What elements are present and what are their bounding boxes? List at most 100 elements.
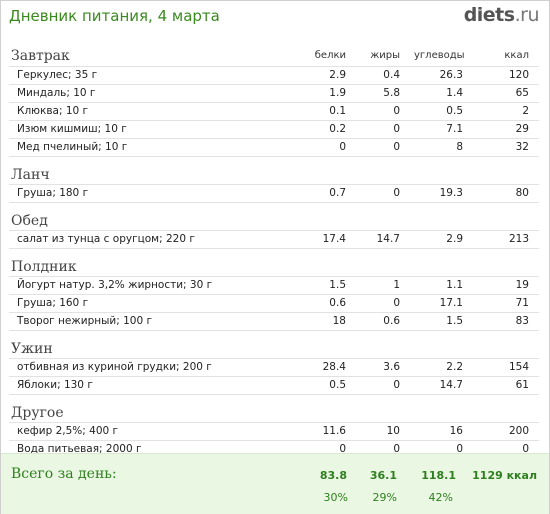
food-row[interactable]: салат из тунца с оругцом; 220 г 17.4 14.7 2… <box>9 230 539 249</box>
fat-value: 0.4 <box>383 69 400 81</box>
protein-value: 18 <box>332 315 346 327</box>
food-name: Яблоки; 130 г <box>17 379 93 391</box>
fat-value: 0 <box>393 443 400 455</box>
carbs-value: 16 <box>449 425 463 437</box>
column-fat: жиры <box>370 50 400 61</box>
food-name: Груша; 160 г <box>17 297 89 309</box>
kcal-value: 19 <box>515 279 529 291</box>
column-protein: белки <box>314 50 346 61</box>
protein-value: 0.5 <box>329 379 346 391</box>
section-gap <box>9 157 539 164</box>
protein-value: 28.4 <box>322 361 346 373</box>
protein-value: 0.6 <box>329 297 346 309</box>
food-row[interactable]: Мед пчелиный; 10 г 0 0 8 32 <box>9 138 539 157</box>
protein-value: 0.1 <box>329 105 346 117</box>
kcal-value: 71 <box>515 297 529 309</box>
meal-rows: Груша; 180 г 0.7 0 19.3 80 <box>9 184 539 203</box>
section-gap <box>9 395 539 402</box>
meals-table: Завтрак белки жиры углеводы ккал Геркуле… <box>9 46 539 459</box>
section-gap <box>9 331 539 338</box>
section-gap <box>9 249 539 256</box>
total-carbs: 118.1 <box>421 469 456 482</box>
protein-value: 0 <box>339 443 346 455</box>
carbs-value: 2.2 <box>446 361 463 373</box>
kcal-value: 80 <box>515 187 529 199</box>
carbs-value: 1.5 <box>446 315 463 327</box>
carbs-value: 8 <box>456 141 463 153</box>
kcal-value: 29 <box>515 123 529 135</box>
food-name: Творог нежирный; 100 г <box>17 315 152 327</box>
fat-value: 0 <box>393 105 400 117</box>
food-row[interactable]: Миндаль; 10 г 1.9 5.8 1.4 65 <box>9 84 539 102</box>
meal-title: Другое <box>11 405 64 421</box>
total-protein: 83.8 <box>319 469 347 482</box>
food-name: салат из тунца с оругцом; 220 г <box>17 233 195 245</box>
carbs-value: 2.9 <box>446 233 463 245</box>
food-name: Груша; 180 г <box>17 187 89 199</box>
food-row[interactable]: кефир 2,5%; 400 г 11.6 10 16 200 <box>9 422 539 440</box>
food-row[interactable]: Изюм кишмиш; 10 г 0.2 0 7.1 29 <box>9 120 539 138</box>
meal-section: Ланч Груша; 180 г 0.7 0 19.3 80 <box>9 164 539 203</box>
carbs-value: 19.3 <box>439 187 463 199</box>
meal-rows: Геркулес; 35 г 2.9 0.4 26.3 120 Миндаль; 10 г… <box>9 66 539 157</box>
carbs-value: 0 <box>456 443 463 455</box>
meal-title: Ужин <box>11 341 53 357</box>
food-row[interactable]: Груша; 180 г 0.7 0 19.3 80 <box>9 184 539 203</box>
carbs-value: 26.3 <box>439 69 463 81</box>
column-carbs: углеводы <box>414 50 465 61</box>
meal-title: Обед <box>11 213 48 229</box>
meal-title: Ланч <box>11 167 50 183</box>
carbs-value: 17.1 <box>439 297 463 309</box>
fat-value: 3.6 <box>383 361 400 373</box>
protein-value: 0.7 <box>329 187 346 199</box>
protein-value: 0 <box>339 141 346 153</box>
kcal-value: 83 <box>515 315 529 327</box>
food-name: отбивная из куриной грудки; 200 г <box>17 361 212 373</box>
column-kcal: ккал <box>504 50 529 61</box>
fat-value: 10 <box>386 425 400 437</box>
fat-value: 14.7 <box>376 233 400 245</box>
food-row[interactable]: Груша; 160 г 0.6 0 17.1 71 <box>9 294 539 312</box>
carbs-value: 7.1 <box>446 123 463 135</box>
totals-label: Всего за день: <box>11 466 117 482</box>
column-headers: Завтрак белки жиры углеводы ккал <box>9 46 539 66</box>
food-name: Изюм кишмиш; 10 г <box>17 123 127 135</box>
fat-value: 0 <box>393 123 400 135</box>
food-row[interactable]: Яблоки; 130 г 0.5 0 14.7 61 <box>9 376 539 395</box>
kcal-value: 61 <box>515 379 529 391</box>
kcal-value: 65 <box>515 87 529 99</box>
food-row[interactable]: Йогурт натур. 3,2% жирности; 30 г 1.5 1 1.1… <box>9 276 539 294</box>
kcal-value: 120 <box>508 69 529 81</box>
food-row[interactable]: отбивная из куриной грудки; 200 г 28.4 3.6… <box>9 358 539 376</box>
fat-value: 0 <box>393 297 400 309</box>
kcal-value: 200 <box>508 425 529 437</box>
food-row[interactable]: Клюква; 10 г 0.1 0 0.5 2 <box>9 102 539 120</box>
kcal-value: 213 <box>508 233 529 245</box>
total-fat: 36.1 <box>369 469 397 482</box>
meal-rows: Йогурт натур. 3,2% жирности; 30 г 1.5 1 1.1… <box>9 276 539 331</box>
header: Дневник питания, 4 марта diets.ru <box>9 4 540 30</box>
food-name: Геркулес; 35 г <box>17 69 98 81</box>
food-name: Мед пчелиный; 10 г <box>17 141 128 153</box>
meal-header: Ужин <box>9 338 539 358</box>
protein-value: 0.2 <box>329 123 346 135</box>
food-name: Клюква; 10 г <box>17 105 89 117</box>
carbs-percent: 42% <box>428 491 453 504</box>
meal-section: Обед салат из тунца с оругцом; 220 г 17.4 1… <box>9 210 539 249</box>
meal-section: Геркулес; 35 г 2.9 0.4 26.3 120 Миндаль; 10 г… <box>9 66 539 157</box>
food-row[interactable]: Творог нежирный; 100 г 18 0.6 1.5 83 <box>9 312 539 331</box>
fat-value: 5.8 <box>383 87 400 99</box>
page-title: Дневник питания, 4 марта <box>9 7 220 25</box>
meal-header: Полдник <box>9 256 539 276</box>
meal-section: Полдник Йогурт натур. 3,2% жирности; 30 г… <box>9 256 539 331</box>
meal-rows: салат из тунца с оругцом; 220 г 17.4 14.7 2… <box>9 230 539 249</box>
food-name: кефир 2,5%; 400 г <box>17 425 119 437</box>
food-row[interactable]: Геркулес; 35 г 2.9 0.4 26.3 120 <box>9 66 539 84</box>
fat-value: 0.6 <box>383 315 400 327</box>
protein-value: 1.5 <box>329 279 346 291</box>
fat-percent: 29% <box>372 491 397 504</box>
protein-value: 11.6 <box>322 425 346 437</box>
fat-value: 0 <box>393 187 400 199</box>
site-logo[interactable]: diets.ru <box>464 4 540 26</box>
